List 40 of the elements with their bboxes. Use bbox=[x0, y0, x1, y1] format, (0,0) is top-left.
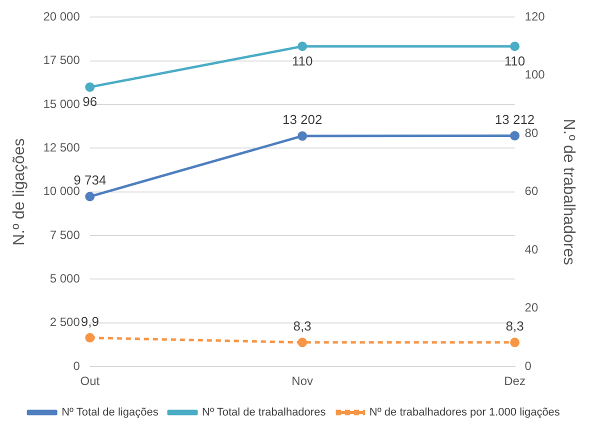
data-label: 96 bbox=[82, 94, 98, 110]
data-label: 13 212 bbox=[494, 112, 535, 127]
x-tick-label: Out bbox=[80, 374, 100, 388]
y2-tick-label: 80 bbox=[524, 126, 538, 140]
point bbox=[85, 82, 95, 92]
y2-tick-label: 60 bbox=[524, 184, 538, 198]
y-tick-label: 12 500 bbox=[43, 140, 80, 155]
point bbox=[298, 42, 308, 52]
point bbox=[298, 131, 308, 141]
x-tick-label: Dez bbox=[504, 374, 526, 388]
data-label: 8,3 bbox=[293, 318, 312, 334]
data-label: 13 202 bbox=[282, 112, 322, 128]
y-tick-label: 17 500 bbox=[43, 53, 80, 68]
y2-tick-label: 20 bbox=[524, 300, 538, 315]
point bbox=[85, 333, 95, 343]
y-tick-label: 15 000 bbox=[43, 96, 80, 111]
y-tick-label: 20 000 bbox=[43, 10, 80, 24]
y-axis-title: N.º de ligações bbox=[11, 138, 28, 246]
data-label: 110 bbox=[292, 53, 313, 68]
legend-label: Nº de trabalhadores por 1.000 ligações bbox=[369, 406, 560, 419]
point bbox=[85, 192, 95, 202]
point bbox=[510, 131, 520, 141]
y-tick-label: 2 500 bbox=[50, 315, 80, 330]
y-tick-label: 7 500 bbox=[50, 228, 80, 242]
y2-axis-title: N.º de trabalhadores bbox=[560, 118, 577, 266]
point bbox=[510, 42, 520, 52]
y-tick-label: 0 bbox=[73, 358, 80, 373]
y2-tick-label: 40 bbox=[524, 242, 538, 256]
y2-tick-label: 100 bbox=[524, 68, 546, 82]
y2-tick-label: 120 bbox=[524, 10, 546, 24]
data-label: 110 bbox=[504, 53, 526, 68]
data-label: 9,9 bbox=[80, 314, 99, 329]
point bbox=[298, 338, 308, 348]
y2-tick-label: 0 bbox=[524, 358, 532, 373]
legend-label: Nº Total de trabalhadores bbox=[202, 406, 326, 419]
point bbox=[510, 338, 520, 348]
data-label: 8,3 bbox=[506, 318, 524, 334]
y-tick-label: 5 000 bbox=[50, 272, 80, 286]
legend-label: Nº Total de ligações bbox=[62, 406, 159, 419]
x-tick-label: Nov bbox=[292, 374, 314, 388]
